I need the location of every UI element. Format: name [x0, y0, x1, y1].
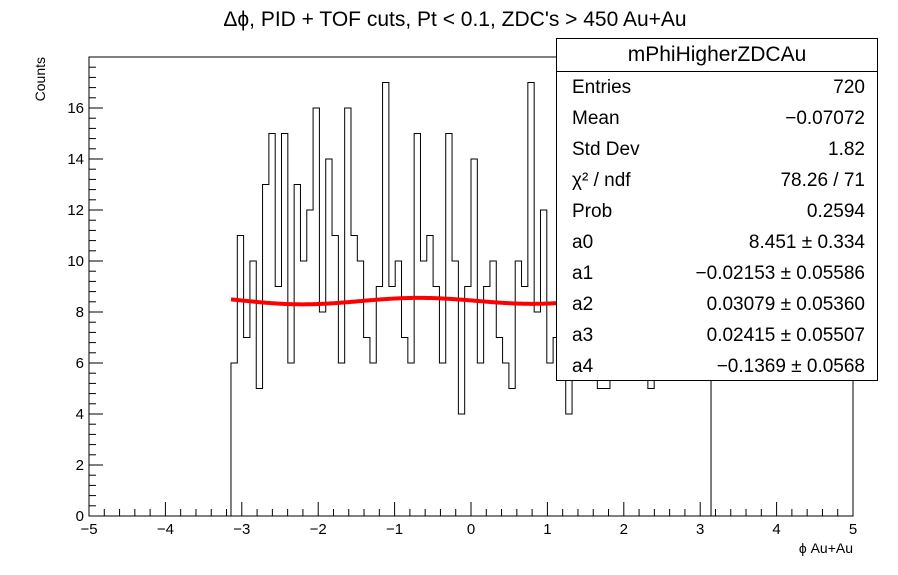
- stats-row-a3: a3 0.02415 ± 0.05507: [557, 320, 877, 351]
- stats-row-prob: Prob 0.2594: [557, 196, 877, 227]
- stats-label: Entries: [572, 76, 632, 98]
- stats-value: 0.03079 ± 0.05360: [706, 293, 865, 315]
- stats-row-a1: a1 −0.02153 ± 0.05586: [557, 258, 877, 289]
- x-tick-label: 5: [849, 521, 857, 538]
- x-axis-title: ϕ Au+Au: [799, 540, 853, 556]
- stats-label: Std Dev: [572, 138, 640, 160]
- x-tick-label: 1: [543, 521, 551, 538]
- stats-label: a1: [572, 262, 594, 284]
- stats-box: mPhiHigherZDCAu Entries 720 Mean −0.07072 …: [556, 38, 878, 381]
- stats-value: −0.07072: [785, 107, 865, 129]
- x-tick-label: −1: [386, 521, 403, 538]
- stats-row-std-dev: Std Dev 1.82: [557, 134, 877, 165]
- x-tick-label: −5: [80, 521, 97, 538]
- stats-value: 1.82: [828, 138, 865, 160]
- stats-row-mean: Mean −0.07072: [557, 103, 877, 134]
- stats-row-a2: a2 0.03079 ± 0.05360: [557, 289, 877, 320]
- stats-label: a3: [572, 324, 594, 346]
- stats-value: −0.1369 ± 0.0568: [716, 355, 865, 377]
- x-tick-label: −2: [310, 521, 327, 538]
- y-tick-label: 6: [76, 355, 84, 372]
- x-tick-label: 4: [772, 521, 780, 538]
- stats-label: χ² / ndf: [572, 169, 631, 191]
- stats-value: 0.2594: [806, 200, 865, 222]
- stats-label: a0: [572, 231, 594, 253]
- y-axis-title: Counts: [32, 57, 48, 101]
- stats-label: Prob: [572, 200, 613, 222]
- stats-value: 720: [833, 76, 865, 98]
- stats-label: Mean: [572, 107, 620, 129]
- stats-box-title: mPhiHigherZDCAu: [557, 39, 877, 72]
- stats-value: 0.02415 ± 0.05507: [706, 324, 865, 346]
- x-tick-label: 3: [696, 521, 704, 538]
- stats-value: 8.451 ± 0.334: [748, 231, 865, 253]
- y-tick-label: 4: [76, 406, 84, 423]
- stats-row-chi2: χ² / ndf 78.26 / 71: [557, 165, 877, 196]
- y-tick-label: 0: [76, 508, 84, 525]
- stats-value: 78.26 / 71: [780, 169, 865, 191]
- y-tick-label: 10: [67, 253, 84, 270]
- x-tick-label: −4: [157, 521, 174, 538]
- stats-label: a2: [572, 293, 594, 315]
- stats-value: −0.02153 ± 0.05586: [695, 262, 865, 284]
- y-tick-label: 2: [76, 457, 84, 474]
- y-tick-label: 16: [67, 100, 84, 117]
- stats-label: a4: [572, 355, 594, 377]
- stats-row-a4: a4 −0.1369 ± 0.0568: [557, 351, 877, 382]
- y-tick-label: 12: [67, 202, 84, 219]
- stats-row-a0: a0 8.451 ± 0.334: [557, 227, 877, 258]
- y-tick-label: 14: [67, 151, 84, 168]
- x-tick-label: 2: [620, 521, 628, 538]
- stats-row-entries: Entries 720: [557, 72, 877, 103]
- x-tick-label: −3: [233, 521, 250, 538]
- x-tick-label: 0: [467, 521, 475, 538]
- chart-title: Δϕ, PID + TOF cuts, Pt < 0.1, ZDC's > 45…: [223, 8, 686, 31]
- y-tick-label: 8: [76, 304, 84, 321]
